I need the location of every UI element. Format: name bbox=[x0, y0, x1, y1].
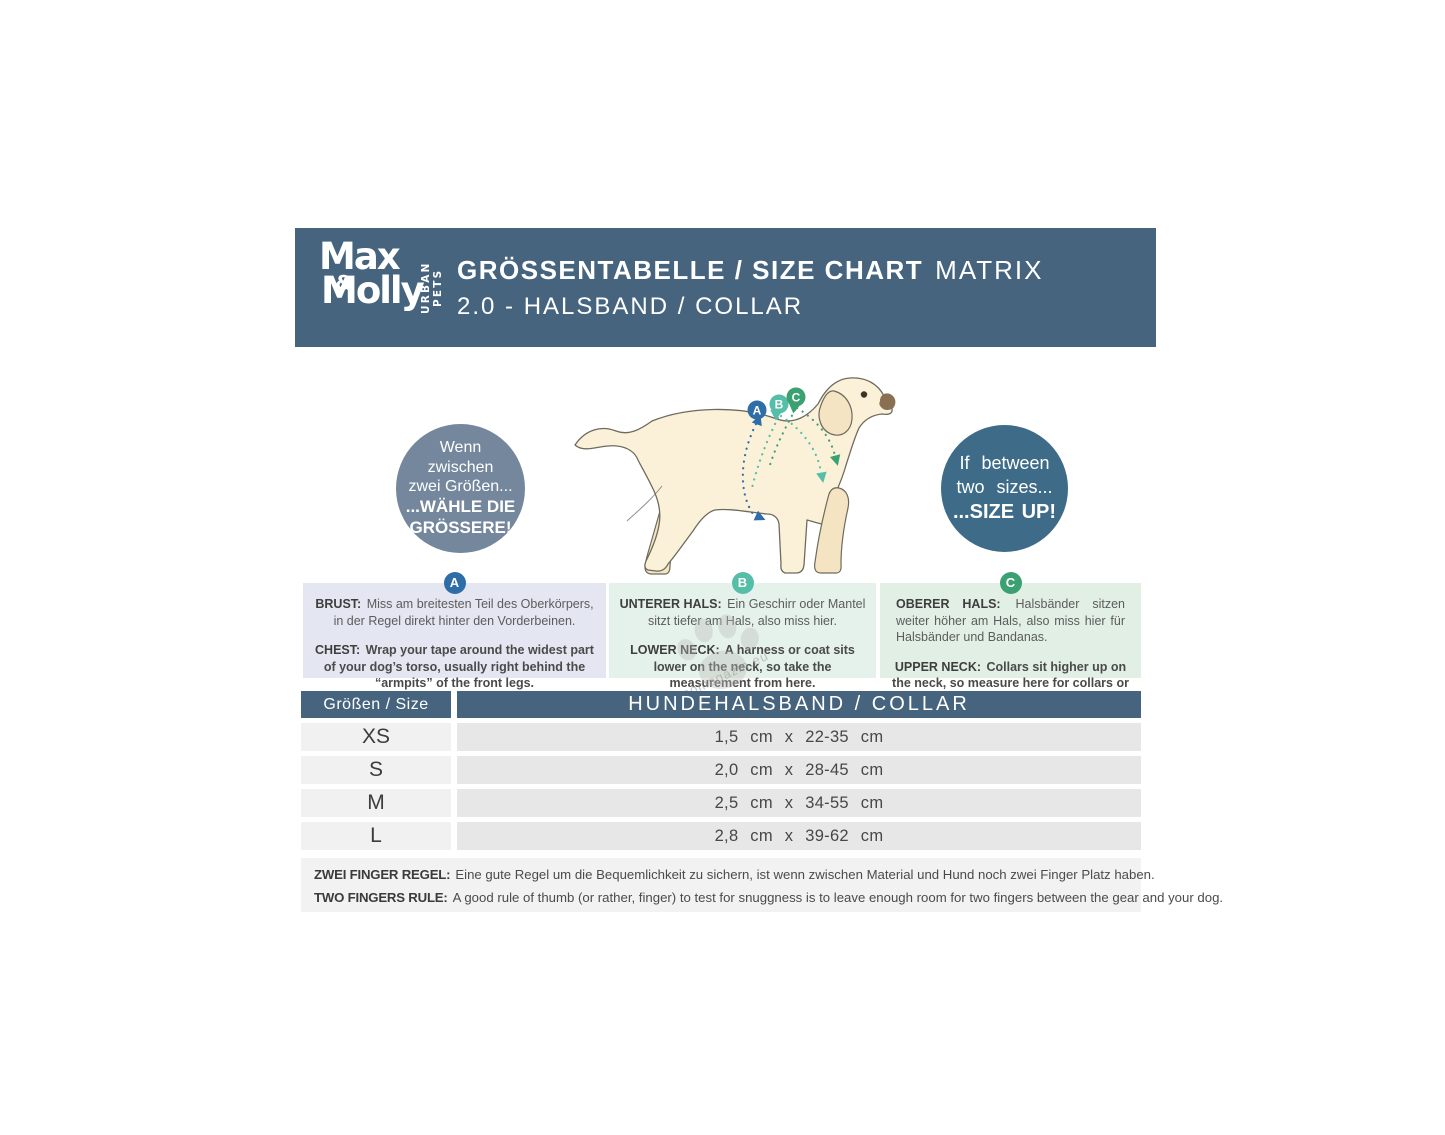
table-row: M 2,5 cm x 34-55 cm bbox=[301, 789, 1141, 817]
upper-neck-text-en: UPPER NECK: Collars sit higher up on the… bbox=[892, 659, 1129, 707]
tip-de-line: zwei Größen... bbox=[408, 477, 513, 495]
max-and-molly-logo: Max Molly & URBAN PETS bbox=[319, 234, 444, 336]
measure-box-chest: A BRUST: Miss am breitesten Teil des Obe… bbox=[303, 572, 606, 690]
svg-text:A: A bbox=[753, 404, 762, 418]
dog-illustration: A B C bbox=[574, 377, 896, 575]
dimensions-cell: 2,0 cm x 28-45 cm bbox=[457, 756, 1141, 784]
dog-body bbox=[574, 377, 893, 574]
size-cell: M bbox=[301, 789, 451, 817]
logo-word-max: Max bbox=[319, 234, 401, 278]
dimensions-cell: 2,8 cm x 39-62 cm bbox=[457, 822, 1141, 850]
tip-en-line: two sizes... bbox=[956, 476, 1053, 497]
table-row: S 2,0 cm x 28-45 cm bbox=[301, 756, 1141, 784]
dimensions-cell: 1,5 cm x 22-35 cm bbox=[457, 723, 1141, 751]
page-title: GRÖSSENTABELLE / SIZE CHART MATRIX bbox=[457, 255, 1043, 286]
tip-de-bold-line: GRÖSSERE! bbox=[409, 518, 512, 538]
size-cell: L bbox=[301, 822, 451, 850]
two-finger-rule-note: ZWEI FINGER REGEL: Eine gute Regel um die… bbox=[301, 858, 1224, 912]
marker-a-badge: A bbox=[747, 400, 767, 420]
measure-box-a-badge: A bbox=[443, 572, 466, 594]
table-row: L 2,8 cm x 39-62 cm bbox=[301, 822, 1141, 850]
tip-de-bold-line: ...WÄHLE DIE bbox=[405, 497, 516, 517]
page-subtitle: 2.0 - HALSBAND / COLLAR bbox=[457, 292, 804, 320]
tip-en-line: If between bbox=[959, 453, 1050, 474]
measure-box-c-badge: C bbox=[999, 572, 1022, 594]
lower-neck-text-de: UNTERER HALS: Ein Geschirr oder Mantel s… bbox=[619, 597, 866, 628]
dimensions-cell: 2,5 cm x 34-55 cm bbox=[457, 789, 1141, 817]
size-column-header: Größen / Size bbox=[301, 691, 451, 718]
page-title-suffix: MATRIX bbox=[935, 254, 1044, 285]
dog-far-front-leg bbox=[814, 487, 850, 574]
measure-box-upper-neck: C OBERER HALS: Halsbänder sitzen weiter … bbox=[880, 572, 1141, 707]
lower-neck-text-en: LOWER NECK: A harness or coat sits lower… bbox=[630, 643, 855, 690]
size-cell: S bbox=[301, 756, 451, 784]
page-title-main: GRÖSSENTABELLE / SIZE CHART bbox=[457, 254, 924, 285]
measure-box-lower-neck: B UNTERER HALS: Ein Geschirr oder Mantel… bbox=[609, 572, 876, 690]
tip-de-line: zwischen bbox=[427, 458, 494, 476]
table-row: XS 1,5 cm x 22-35 cm bbox=[301, 723, 1141, 751]
footnote-de: ZWEI FINGER REGEL: Eine gute Regel um die… bbox=[314, 867, 1155, 882]
chest-text-en: CHEST: Wrap your tape around the widest … bbox=[315, 643, 594, 690]
header-banner: Max Molly & URBAN PETS GRÖSSENTABELLE / … bbox=[295, 228, 1156, 347]
marker-c-badge: C bbox=[786, 387, 806, 407]
dog-ear bbox=[818, 390, 853, 436]
dog-measurement-diagram: A B C bbox=[563, 368, 905, 586]
dog-thigh-line bbox=[626, 485, 663, 522]
logo-word-molly: Molly bbox=[321, 268, 425, 312]
table-header-row: Größen / Size HUNDEHALSBAND / COLLAR bbox=[301, 691, 1141, 718]
dog-nose bbox=[879, 393, 896, 410]
measure-box-b-badge: B bbox=[731, 572, 754, 594]
marker-b-badge: B bbox=[769, 394, 789, 414]
chest-text-de: BRUST: Miss am breitesten Teil des Oberk… bbox=[315, 597, 594, 628]
collar-column-header: HUNDEHALSBAND / COLLAR bbox=[457, 691, 1141, 718]
footnote-en: TWO FINGERS RULE: A good rule of thumb (o… bbox=[314, 890, 1224, 905]
size-table: Größen / Size HUNDEHALSBAND / COLLAR XS … bbox=[301, 691, 1141, 855]
svg-text:B: B bbox=[775, 398, 784, 412]
logo-ampersand: & bbox=[335, 270, 353, 295]
dog-eye bbox=[860, 391, 868, 398]
size-cell: XS bbox=[301, 723, 451, 751]
size-tip-circle-de: Wenn zwischen zwei Größen... ...WÄHLE DI… bbox=[396, 424, 525, 553]
svg-text:C: C bbox=[792, 391, 801, 405]
upper-neck-text-de: OBERER HALS: Halsbänder sitzen weiter hö… bbox=[896, 597, 1125, 644]
tip-en-bold-line: ...SIZE UP! bbox=[952, 500, 1057, 523]
tip-de-line: Wenn bbox=[439, 439, 482, 457]
size-tip-circle-en: If between two sizes... ...SIZE UP! bbox=[941, 425, 1068, 552]
header-titles: GRÖSSENTABELLE / SIZE CHART MATRIX 2.0 - … bbox=[457, 255, 1043, 321]
logo-tagline: URBAN PETS bbox=[420, 261, 444, 314]
